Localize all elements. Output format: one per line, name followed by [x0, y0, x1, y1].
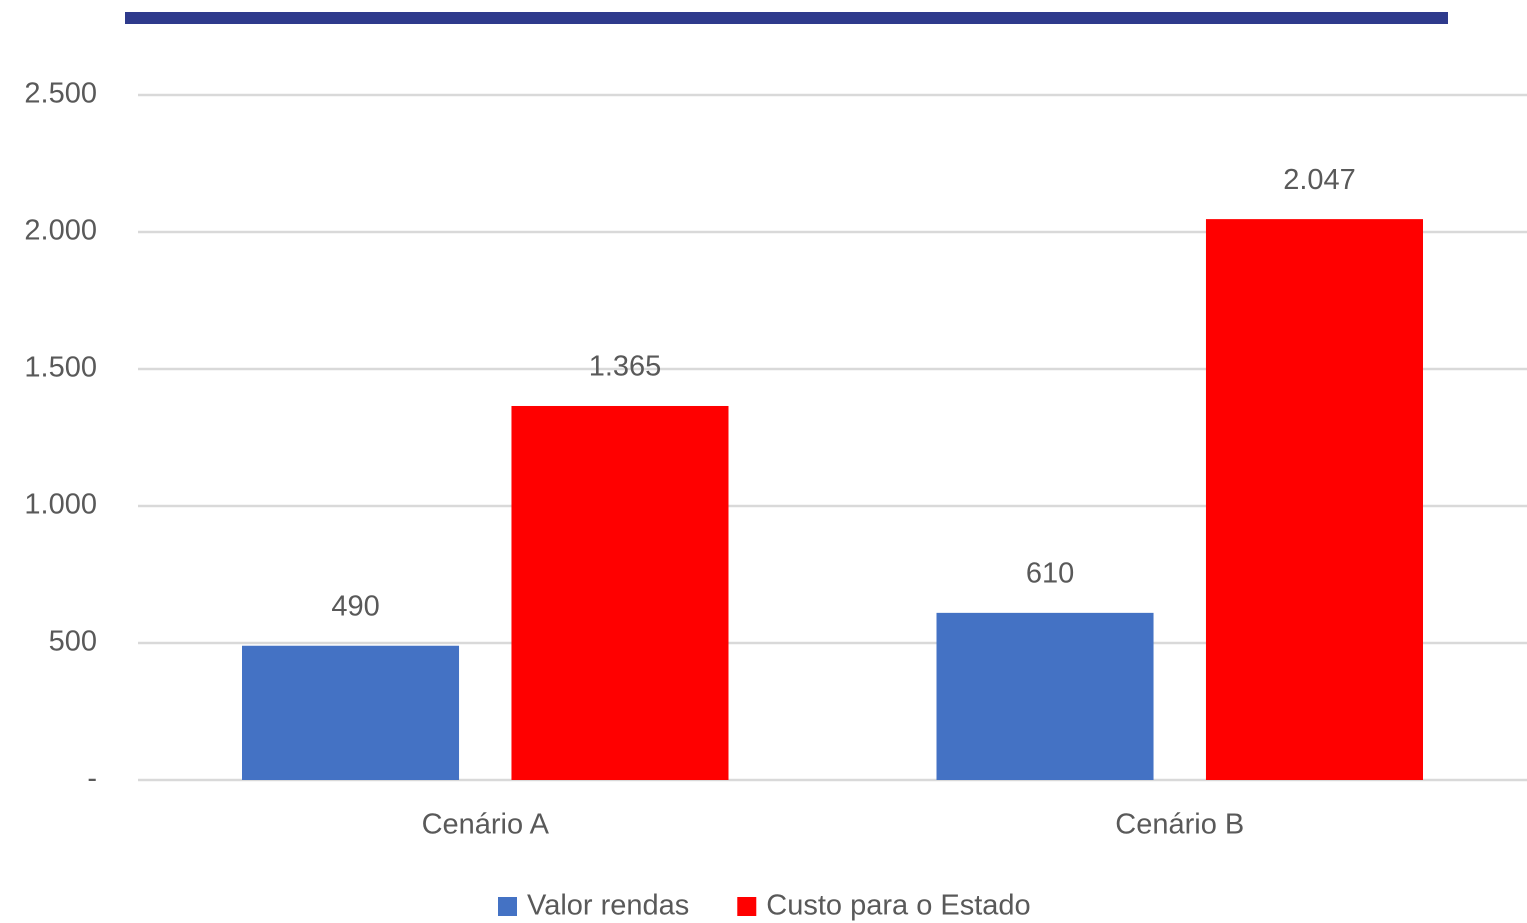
legend-swatch: [737, 897, 757, 916]
y-tick-label: 2.000: [24, 215, 97, 247]
y-tick-label: 1.500: [24, 352, 97, 384]
bar: [936, 612, 1154, 780]
legend-label: Custo para o Estado: [766, 890, 1030, 922]
data-label: 610: [1026, 558, 1074, 590]
x-tick-label: Cenário B: [1115, 809, 1244, 841]
data-label: 490: [331, 590, 379, 622]
y-tick-label: 500: [49, 626, 97, 658]
bar: [511, 405, 729, 780]
y-tick-label: 2.500: [24, 78, 97, 110]
y-tick-label: -: [87, 763, 97, 795]
header-bar: [125, 12, 1448, 24]
x-tick-label: Cenário A: [422, 809, 550, 841]
y-tick-label: 1.000: [24, 489, 97, 521]
data-label: 2.047: [1283, 164, 1356, 196]
legend-swatch: [498, 897, 517, 916]
bar: [242, 645, 460, 780]
bar: [1205, 219, 1423, 780]
legend-label: Valor rendas: [527, 890, 689, 922]
data-label: 1.365: [589, 351, 662, 383]
